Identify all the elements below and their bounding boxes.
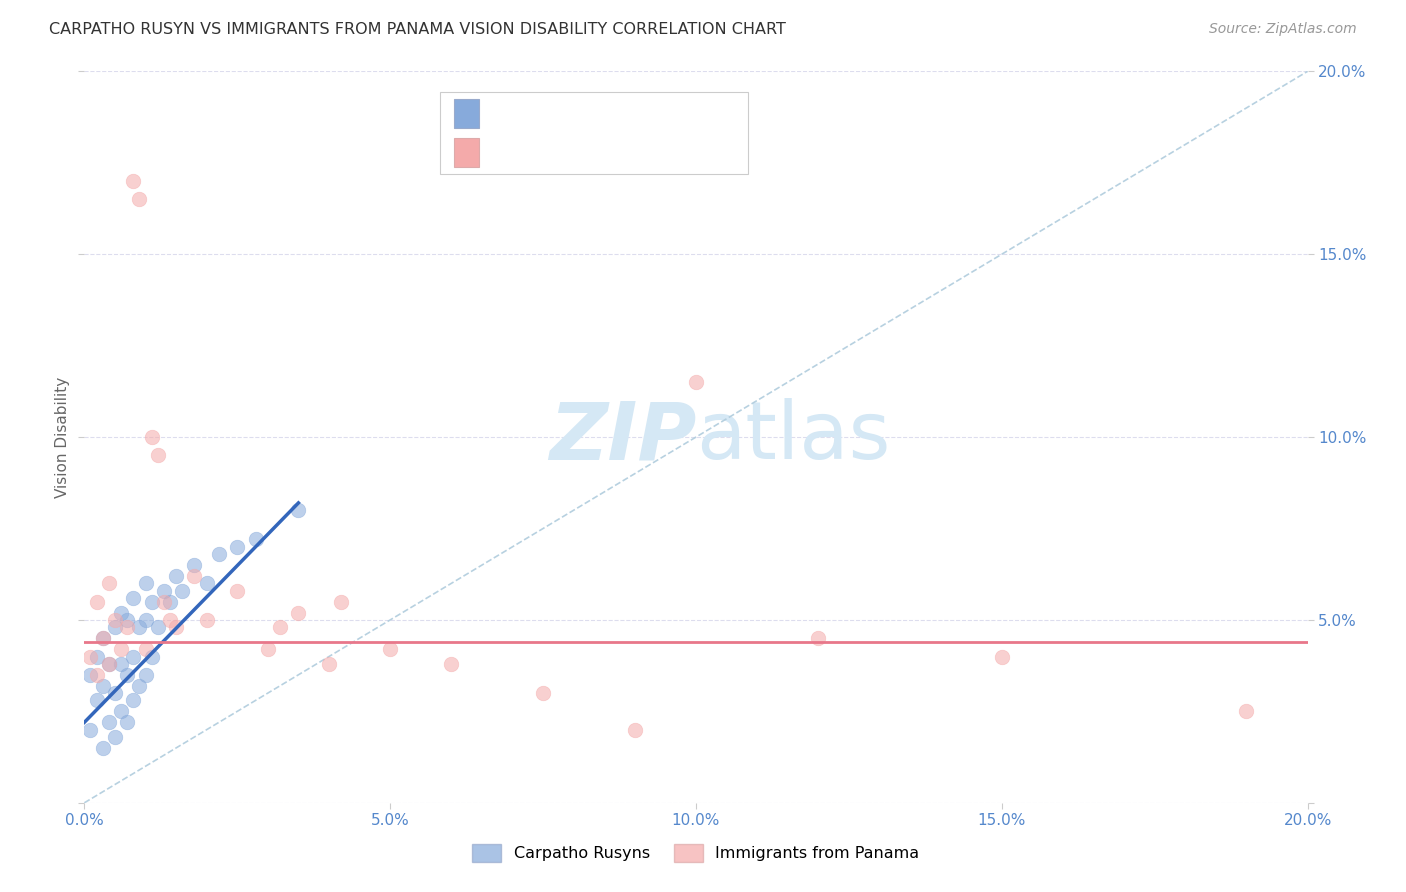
Point [135, 613, 157, 627]
Point [195, 613, 218, 627]
Text: R =: R = [491, 104, 527, 122]
Point [115, 667, 138, 681]
Point [269, 620, 291, 634]
Point [183, 558, 205, 573]
Point [165, 569, 187, 583]
Point [86, 667, 108, 681]
Point [91, 632, 114, 646]
Point [97, 576, 120, 591]
Point [122, 693, 145, 707]
Point [624, 723, 647, 737]
Point [110, 657, 132, 671]
Point [79, 667, 101, 681]
Legend: Carpatho Rusyns, Immigrants from Panama: Carpatho Rusyns, Immigrants from Panama [465, 838, 927, 868]
Point [245, 533, 267, 547]
Point [91, 679, 114, 693]
Point [91, 632, 114, 646]
Point [135, 667, 157, 681]
Point [141, 594, 163, 608]
Point [128, 192, 150, 206]
Text: 39: 39 [662, 104, 686, 122]
Text: ZIP: ZIP [548, 398, 696, 476]
Point [97, 657, 120, 671]
Point [287, 606, 309, 620]
Point [86, 693, 108, 707]
Point [122, 174, 145, 188]
Point [122, 649, 145, 664]
Point [330, 594, 353, 608]
Point [79, 723, 101, 737]
Point [104, 613, 127, 627]
Point [208, 547, 231, 561]
Point [115, 715, 138, 730]
Point [440, 657, 463, 671]
Text: N =: N = [606, 104, 654, 122]
Point [531, 686, 554, 700]
Point [153, 583, 176, 598]
Point [115, 613, 138, 627]
Point [159, 594, 181, 608]
Point [128, 620, 150, 634]
Point [86, 594, 108, 608]
Point [141, 649, 163, 664]
Text: Source: ZipAtlas.com: Source: ZipAtlas.com [1209, 22, 1357, 37]
Point [135, 642, 157, 657]
Point [128, 679, 150, 693]
Point [172, 583, 194, 598]
Point [807, 632, 830, 646]
Y-axis label: Vision Disability: Vision Disability [55, 376, 70, 498]
Point [287, 503, 309, 517]
Text: 33: 33 [662, 144, 686, 161]
Point [991, 649, 1014, 664]
Point [135, 576, 157, 591]
Text: 0.448: 0.448 [536, 104, 595, 122]
Point [685, 375, 707, 389]
Point [380, 642, 402, 657]
Text: CARPATHO RUSYN VS IMMIGRANTS FROM PANAMA VISION DISABILITY CORRELATION CHART: CARPATHO RUSYN VS IMMIGRANTS FROM PANAMA… [49, 22, 786, 37]
Point [115, 620, 138, 634]
Point [165, 620, 187, 634]
Text: N =: N = [606, 144, 654, 161]
Text: R =: R = [491, 144, 527, 161]
Point [159, 613, 181, 627]
Point [146, 620, 169, 634]
Point [110, 642, 132, 657]
Point [104, 686, 127, 700]
Text: -0.002: -0.002 [536, 144, 595, 161]
Point [110, 606, 132, 620]
Point [257, 642, 280, 657]
Point [146, 448, 169, 462]
Point [318, 657, 340, 671]
Point [141, 430, 163, 444]
Point [110, 705, 132, 719]
Point [153, 594, 176, 608]
Point [104, 730, 127, 744]
Point [1236, 705, 1258, 719]
Point [86, 649, 108, 664]
Point [97, 715, 120, 730]
Point [91, 740, 114, 755]
Point [183, 569, 205, 583]
Point [226, 583, 249, 598]
Point [79, 649, 101, 664]
Point [226, 540, 249, 554]
Point [104, 620, 127, 634]
Text: atlas: atlas [696, 398, 890, 476]
Point [195, 576, 218, 591]
Point [97, 657, 120, 671]
Point [122, 591, 145, 605]
